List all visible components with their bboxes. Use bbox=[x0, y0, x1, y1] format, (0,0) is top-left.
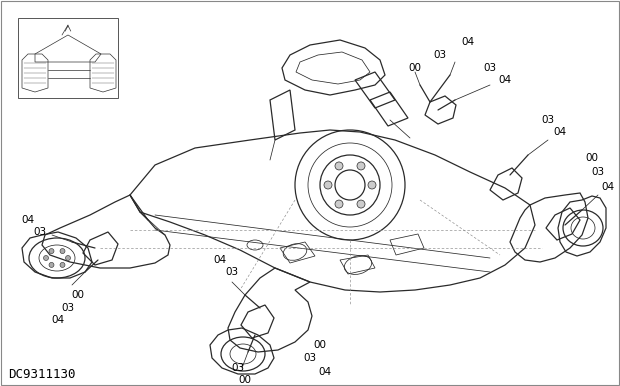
Circle shape bbox=[357, 162, 365, 170]
Text: 00: 00 bbox=[71, 290, 84, 300]
Text: 04: 04 bbox=[51, 315, 64, 325]
Text: 04: 04 bbox=[319, 367, 332, 377]
Circle shape bbox=[60, 262, 65, 267]
Text: 03: 03 bbox=[541, 115, 554, 125]
Circle shape bbox=[60, 249, 65, 254]
Text: 03: 03 bbox=[433, 50, 446, 60]
Circle shape bbox=[357, 200, 365, 208]
Circle shape bbox=[335, 162, 343, 170]
Text: 04: 04 bbox=[554, 127, 567, 137]
Text: 00: 00 bbox=[409, 63, 422, 73]
Circle shape bbox=[49, 249, 54, 254]
Text: 00: 00 bbox=[239, 375, 252, 385]
Circle shape bbox=[43, 256, 48, 261]
Text: 04: 04 bbox=[461, 37, 474, 47]
Circle shape bbox=[66, 256, 71, 261]
Text: 03: 03 bbox=[231, 363, 244, 373]
Text: 00: 00 bbox=[314, 340, 327, 350]
Text: 04: 04 bbox=[213, 255, 226, 265]
Text: 03: 03 bbox=[33, 227, 46, 237]
Text: 03: 03 bbox=[484, 63, 497, 73]
Text: 00: 00 bbox=[585, 153, 598, 163]
Text: 04: 04 bbox=[601, 182, 614, 192]
Text: 03: 03 bbox=[591, 167, 604, 177]
Text: 03: 03 bbox=[61, 303, 74, 313]
Circle shape bbox=[335, 200, 343, 208]
Circle shape bbox=[49, 262, 54, 267]
FancyBboxPatch shape bbox=[18, 18, 118, 98]
Text: DC9311130: DC9311130 bbox=[8, 367, 76, 381]
Text: 04: 04 bbox=[22, 215, 35, 225]
Circle shape bbox=[324, 181, 332, 189]
Text: 03: 03 bbox=[226, 267, 239, 277]
Text: 03: 03 bbox=[303, 353, 317, 363]
Text: 04: 04 bbox=[498, 75, 511, 85]
Circle shape bbox=[368, 181, 376, 189]
